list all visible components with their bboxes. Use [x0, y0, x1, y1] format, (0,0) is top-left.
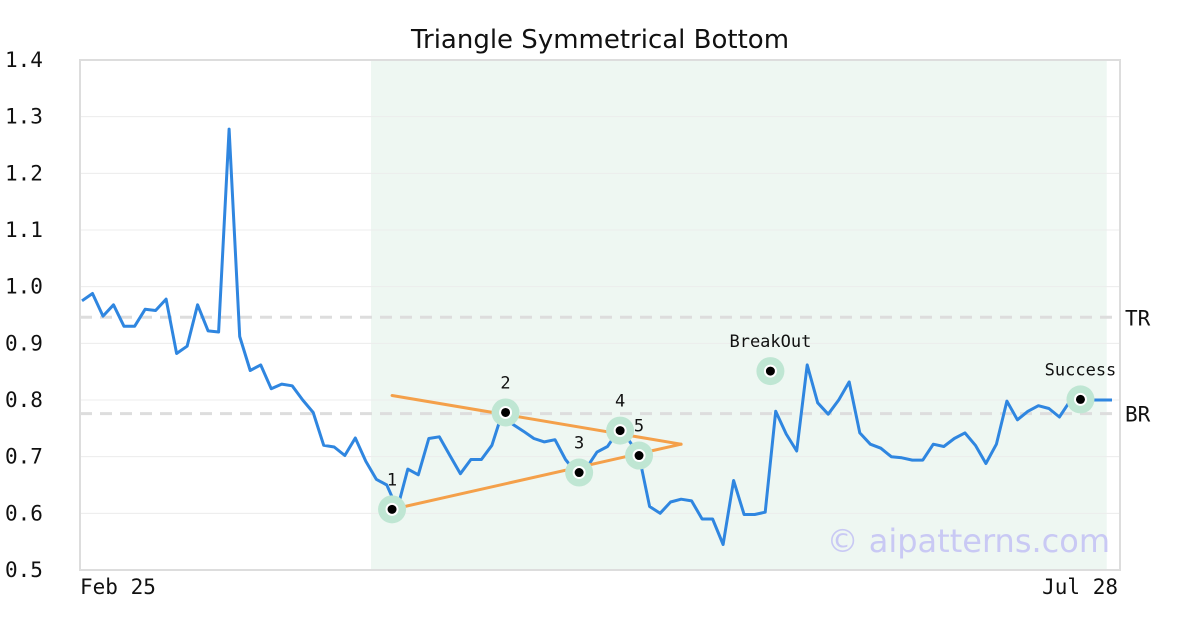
reference-label-tr: TR: [1125, 306, 1151, 330]
point-label-4: 4: [615, 392, 625, 412]
point-label-3: 3: [574, 434, 584, 454]
point-label-2: 2: [500, 373, 510, 393]
price-line: [81, 127, 1112, 546]
y-tick-label: 0.6: [5, 501, 43, 525]
y-tick-label: 0.8: [5, 388, 43, 412]
point-label-success: Success: [1045, 360, 1117, 380]
chart-title: Triangle Symmetrical Bottom: [410, 25, 789, 55]
y-tick-label: 1.0: [5, 275, 43, 299]
marker-dot-success: [1073, 392, 1087, 406]
watermark: © aipatterns.com: [827, 522, 1110, 560]
point-label-1: 1: [387, 470, 397, 490]
y-tick-label: 0.7: [5, 445, 43, 469]
reference-label-br: BR: [1125, 403, 1151, 427]
series-layer: [81, 127, 1112, 546]
marker-dot-1: [385, 502, 399, 516]
axis-layer: 0.5 0.6 0.7 0.8 0.9 1.0 1.1 1.2 1.3 1.4 Feb 25 Jul …: [5, 48, 1121, 599]
y-tick-label: 1.1: [5, 218, 43, 242]
x-tick-label: Jul 28: [1042, 575, 1118, 599]
y-tick-label: 0.5: [5, 558, 43, 582]
reference-lines-layer: TR BR: [80, 306, 1151, 427]
point-label-breakout: BreakOut: [729, 332, 811, 352]
marker-dot-5: [632, 449, 646, 463]
y-tick-label: 1.3: [5, 105, 43, 129]
y-tick-label: 0.9: [5, 331, 43, 355]
y-tick-label: 1.2: [5, 161, 43, 185]
point-label-5: 5: [634, 417, 644, 437]
markers-layer: 1 2 3 45 BreakOut Success: [378, 332, 1117, 524]
marker-dot-4: [613, 424, 627, 438]
marker-dot-breakout: [763, 364, 777, 378]
plot-frame: [79, 59, 1121, 571]
marker-dot-3: [572, 466, 586, 480]
y-tick-label: 1.4: [5, 48, 43, 72]
x-tick-label: Feb 25: [80, 575, 156, 599]
marker-dot-2: [499, 405, 513, 419]
